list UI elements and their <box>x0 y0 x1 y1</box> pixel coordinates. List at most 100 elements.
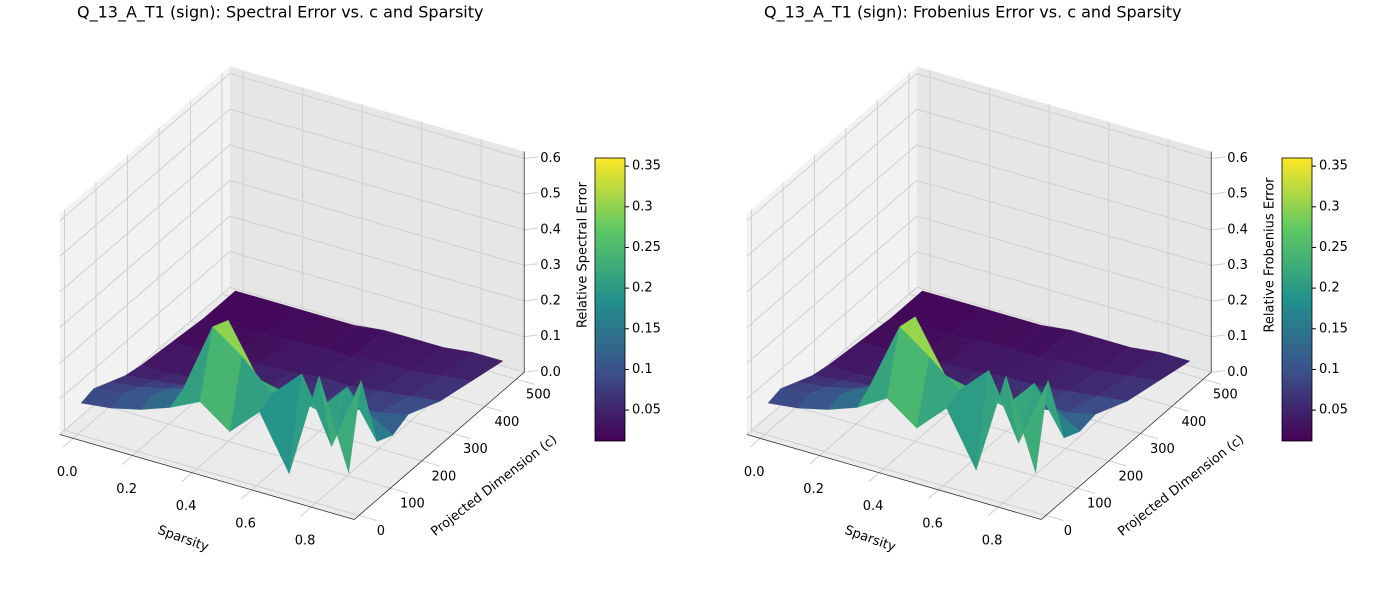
tick-mark <box>1171 405 1190 412</box>
grid-line <box>746 180 918 329</box>
z-tick-label: 0.6 <box>1227 151 1248 166</box>
tick-mark <box>181 472 193 482</box>
grid-line <box>59 251 231 400</box>
y-tick-label: 500 <box>1213 388 1238 403</box>
grid-line <box>229 144 525 231</box>
grid-line <box>751 429 1047 516</box>
x-tick-label: 0.6 <box>235 516 256 531</box>
grid-line <box>746 144 918 293</box>
tick-mark <box>524 156 539 160</box>
grid-line <box>746 108 918 257</box>
tick-mark <box>1140 433 1159 440</box>
x-tick-label: 0.4 <box>176 499 197 514</box>
y-tick-label: 400 <box>1181 415 1206 430</box>
y-tick-label: 500 <box>526 388 551 403</box>
y-tick-label: 200 <box>1118 469 1143 484</box>
tick-mark <box>1211 227 1226 231</box>
grid-line <box>59 215 231 364</box>
z-tick-label: 0.5 <box>1227 187 1248 202</box>
x-axis-label: Sparsity <box>156 523 211 555</box>
tick-mark <box>987 506 999 517</box>
tick-mark <box>358 514 377 522</box>
chart-title: Q_13_A_T1 (sign): Frobenius Error vs. c … <box>764 3 1182 23</box>
colorbar-tick-label: 0.15 <box>1319 321 1348 336</box>
y-tick-label: 100 <box>400 497 425 512</box>
grid-line <box>782 402 1078 489</box>
y-tick-label: 400 <box>494 415 519 430</box>
colorbar-tick-label: 0.2 <box>1319 281 1340 296</box>
grid-line <box>916 179 1212 266</box>
grid-line <box>916 251 1212 338</box>
tick-mark <box>749 438 761 448</box>
grid-line <box>95 402 391 489</box>
grid-line <box>746 215 918 364</box>
colorbar-tick-label: 0.1 <box>1319 362 1340 377</box>
tick-mark <box>868 472 880 482</box>
tick-mark <box>1077 487 1096 494</box>
grid-line <box>746 73 918 222</box>
colorbar-tick-label: 0.05 <box>1319 403 1348 418</box>
y-tick-label: 0 <box>377 524 385 539</box>
grid-line <box>229 215 525 302</box>
x-tick-label: 0.0 <box>744 465 765 480</box>
z-tick-label: 0.1 <box>1227 329 1248 344</box>
grid-line <box>916 73 1212 160</box>
chart-title: Q_13_A_T1 (sign): Spectral Error vs. c a… <box>77 3 483 23</box>
grid-line <box>59 180 231 329</box>
z-tick-label: 0.0 <box>540 365 561 380</box>
grid-line <box>746 251 918 400</box>
grid-line <box>916 108 1212 195</box>
back-pane <box>916 66 1212 373</box>
colorbar-tick-label: 0.25 <box>1319 240 1348 255</box>
tick-mark <box>524 191 539 195</box>
tick-mark <box>1211 334 1226 338</box>
colorbar-tick-label: 0.1 <box>632 362 653 377</box>
tick-mark <box>1211 156 1226 160</box>
x-tick-label: 0.2 <box>116 482 137 497</box>
colorbar-tick-label: 0.15 <box>632 321 661 336</box>
z-tick-label: 0.2 <box>540 294 561 309</box>
z-tick-label: 0.3 <box>540 258 561 273</box>
tick-mark <box>524 334 539 338</box>
grid-line <box>229 108 525 195</box>
colorbar-label: Relative Frobenius Error <box>1263 177 1278 333</box>
axis-line <box>59 434 355 520</box>
z-tick-label: 0.6 <box>540 151 561 166</box>
z-tick-label: 0.5 <box>540 187 561 202</box>
tick-mark <box>484 405 503 412</box>
y-axis-label: Projected Dimension (c) <box>428 432 560 539</box>
grid-line <box>59 144 231 293</box>
z-tick-label: 0.3 <box>1227 258 1248 273</box>
colorbar-label: Relative Spectral Error <box>576 181 591 328</box>
z-tick-label: 0.0 <box>1227 365 1248 380</box>
z-tick-label: 0.4 <box>540 222 561 237</box>
colorbar-tick-label: 0.35 <box>1319 159 1348 174</box>
subplot: Q_13_A_T1 (sign): Frobenius Error vs. c … <box>744 3 1348 556</box>
colorbar-tick-label: 0.05 <box>632 403 661 418</box>
colorbar <box>1281 157 1313 442</box>
x-tick-label: 0.6 <box>922 516 943 531</box>
subplot: Q_13_A_T1 (sign): Spectral Error vs. c a… <box>57 3 661 556</box>
tick-mark <box>524 227 539 231</box>
y-tick-label: 200 <box>431 469 456 484</box>
grid-line <box>229 179 525 266</box>
grid-line <box>59 73 231 222</box>
y-tick-label: 300 <box>1150 442 1175 457</box>
z-tick-label: 0.1 <box>540 329 561 344</box>
tick-mark <box>524 369 539 373</box>
axis-line <box>746 434 1042 520</box>
colorbar-tick-label: 0.3 <box>632 199 653 214</box>
colorbar-tick-label: 0.25 <box>632 240 661 255</box>
grid-line <box>59 286 231 435</box>
tick-mark <box>1045 514 1064 522</box>
y-tick-label: 300 <box>463 442 488 457</box>
surface-patch <box>1005 375 1049 474</box>
tick-mark <box>390 487 409 494</box>
tick-mark <box>241 489 252 500</box>
axis-line <box>1040 372 1212 520</box>
grid-line <box>746 286 918 435</box>
tick-mark <box>1211 263 1226 266</box>
tick-mark <box>421 460 440 467</box>
x-tick-label: 0.4 <box>863 499 884 514</box>
